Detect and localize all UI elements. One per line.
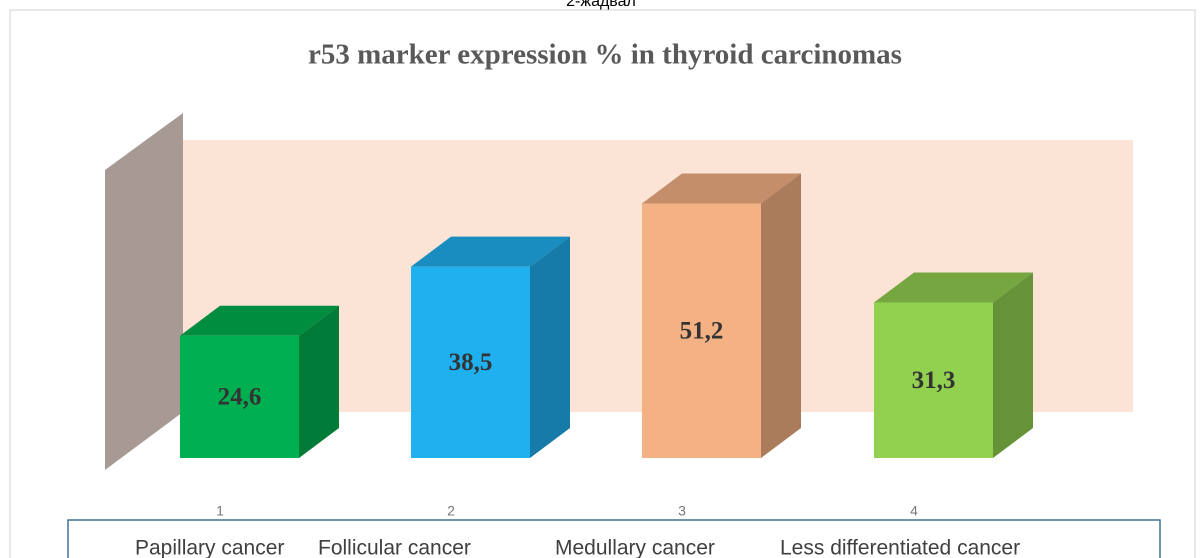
caption: 2-жадвал [566, 0, 636, 10]
category-label: Less differentiated cancer [780, 537, 1020, 558]
value-label: 38,5 [449, 349, 493, 376]
bar-top [874, 272, 1033, 303]
category-label: Follicular cancer [318, 537, 471, 558]
category-label: Medullary cancer [555, 537, 715, 558]
value-label: 51,2 [680, 318, 724, 345]
category-box [67, 519, 1161, 558]
bar-top [411, 236, 570, 267]
bar [874, 302, 993, 458]
chart-title: r53 marker expression % in thyroid carci… [308, 39, 902, 71]
bar-top [642, 173, 801, 204]
value-label: 31,3 [912, 367, 956, 394]
bar-top [180, 305, 339, 336]
chart-frame [9, 9, 1196, 558]
side-wall [105, 113, 183, 470]
value-label: 24,6 [218, 384, 262, 411]
category-label: Papillary cancer [135, 537, 284, 558]
bar-side [530, 236, 570, 458]
x-tick-label: 4 [910, 503, 918, 519]
x-tick-label: 2 [447, 503, 455, 519]
bar-side [299, 305, 339, 458]
bar [411, 266, 530, 458]
bar [180, 335, 299, 458]
bar [642, 203, 761, 458]
x-tick-label: 1 [216, 503, 224, 519]
bar-side [993, 272, 1033, 458]
x-tick-label: 3 [678, 503, 686, 519]
bar-side [761, 173, 801, 458]
